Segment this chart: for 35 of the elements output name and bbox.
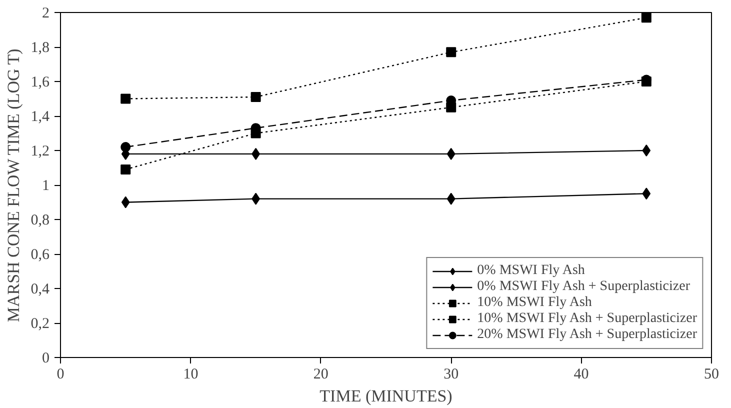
point: [446, 148, 456, 160]
y-tick-label: 2: [42, 6, 50, 22]
y-tick-label: 1,4: [30, 109, 50, 125]
y-tick-label: 0,8: [30, 212, 50, 228]
x-tick-label: 20: [313, 366, 328, 382]
x-axis-title: TIME (MINUTES): [320, 386, 452, 406]
y-tick-label: 0,6: [30, 247, 50, 263]
legend-label: 0% MSWI Fly Ash: [477, 263, 585, 279]
x-tick-label: 0: [56, 366, 64, 382]
x-tick-label: 40: [574, 366, 589, 382]
x-tick-label: 30: [444, 366, 459, 382]
point: [120, 94, 131, 104]
point: [250, 92, 261, 102]
legend-label: 10% MSWI Fly Ash: [477, 295, 592, 311]
point: [120, 142, 131, 152]
y-tick-label: 0,4: [30, 282, 50, 298]
legend-label: 0% MSWI Fly Ash + Superplasticizer: [477, 279, 690, 295]
x-tick-label: 10: [183, 366, 198, 382]
point: [120, 164, 131, 174]
point: [121, 196, 130, 208]
y-tick-label: 1,2: [30, 144, 50, 160]
y-axis-title: MARSH CONE FLOW TIME (LOG T): [4, 48, 23, 322]
point: [642, 144, 651, 156]
y-tick-label: 1,6: [30, 74, 50, 90]
y-tick-label: 0,2: [30, 316, 50, 332]
y-tick-label: 0: [42, 350, 50, 366]
y-tick-label: 1: [42, 178, 50, 194]
x-tick-label: 50: [704, 366, 719, 382]
point: [642, 188, 651, 200]
point: [641, 12, 652, 23]
legend-label: 10% MSWI Fly Ash + Superplasticizer: [477, 311, 697, 327]
point: [446, 192, 456, 205]
point: [446, 47, 456, 58]
y-tick-label: 1,8: [30, 40, 50, 56]
legend-label: 20% MSWI Fly Ash + Superplasticizer: [477, 327, 697, 343]
